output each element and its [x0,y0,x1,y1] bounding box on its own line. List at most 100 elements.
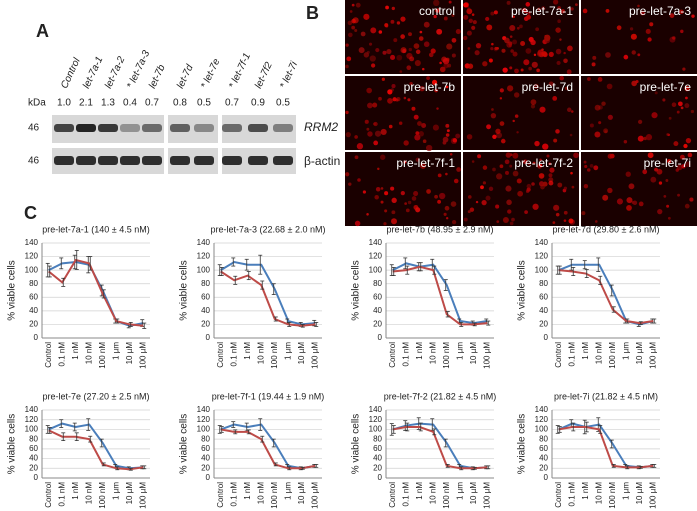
cell-dot [544,34,551,42]
cell-dot [593,165,599,171]
cell-dot [564,86,569,91]
cell-dot [468,195,472,199]
x-tick-label: 1 µm [111,342,120,360]
cell-dot [477,154,482,159]
cell-dot [556,60,561,66]
y-tick-label: 140 [535,238,549,247]
cell-dot [553,204,560,211]
cell-dot [685,137,692,144]
cell-dot [553,138,558,143]
cell-dot [507,209,512,214]
cell-dot [369,55,376,62]
cell-dot [446,43,453,50]
ratio-label: 1.3 [101,98,115,109]
cell-dot [637,135,644,142]
series-line [558,426,654,469]
cell-dot [563,219,567,222]
y-tick-label: 60 [373,444,382,453]
blot-band [194,156,214,165]
cell-dot [347,20,353,26]
cell-dot [541,6,546,11]
blot-band [98,156,118,165]
lane-label: Control [59,56,83,91]
cell-dot [502,67,508,73]
cell-dot [418,131,424,137]
cell-dot [471,160,475,163]
cell-dot [605,52,611,58]
cell-dot [354,220,361,227]
cell-dot [445,85,449,89]
cell-dot [450,201,457,207]
cell-dot [669,13,675,18]
cell-dot [495,128,501,134]
cell-dot [566,69,572,75]
cell-dot [375,47,380,53]
cell-dot [666,133,670,136]
cell-dot [364,119,369,124]
cell-dot [662,98,666,102]
cell-dot [526,187,531,192]
cell-dot [402,49,407,54]
cell-dot [363,13,370,20]
cell-dot [531,61,538,68]
cell-dot [548,162,552,166]
cell-dot [449,152,453,156]
x-tick-label: 10 nM [594,342,603,365]
lane-label: * let-7f-1 [227,51,253,90]
cell-dot [637,4,640,8]
cell-dot [352,17,359,24]
cell-dot [595,220,598,223]
cell-dot [467,63,474,69]
cell-dot [411,196,417,201]
series-line [48,422,144,470]
cell-dot [351,3,355,7]
kda-label: kDa [28,98,46,109]
cell-dot [445,133,450,137]
lane-label: * let-7e [199,57,223,91]
cell-dot [512,15,516,19]
cell-dot [591,62,596,67]
cell-dot [348,182,352,186]
cell-dot [605,9,610,13]
cell-dot [651,112,658,119]
cell-dot [390,186,395,191]
x-tick-label: 10 nM [428,482,437,505]
cell-dot [542,181,548,187]
cell-dot [570,7,574,11]
cell-dot [345,172,350,177]
cell-dot [391,218,397,225]
cell-dot [380,128,387,136]
cell-dot [367,102,373,109]
cell-dot [408,47,413,52]
y-axis-label: % viable cells [7,260,18,321]
x-tick-label: 100 nM [98,482,107,509]
cell-dot [383,222,387,226]
y-tick-label: 20 [201,320,210,329]
cell-dot [346,56,352,62]
cell-dot [555,27,561,33]
cell-dot [549,167,555,173]
cell-dot [628,183,635,190]
cell-dot [366,87,372,94]
y-tick-label: 0 [544,473,549,482]
cell-dot [632,200,638,206]
cell-dot [569,133,573,137]
cell-dot [345,132,351,138]
cell-dot [380,154,386,160]
y-axis-label: % viable cells [179,260,190,321]
cell-dot [381,77,385,81]
cell-dot [592,55,597,60]
y-tick-label: 100 [25,425,39,434]
x-tick-label: 1 nM [581,482,590,500]
series-line [392,265,488,326]
y-tick-label: 140 [535,405,549,414]
cell-dot [535,27,540,32]
x-tick-label: 10 µM [469,342,478,365]
cell-dot [463,35,468,41]
cell-dot [400,34,405,39]
cell-dot [557,19,561,24]
x-tick-label: 100 nM [608,342,617,369]
cell-dot [523,159,528,165]
cell-dot [679,154,685,160]
